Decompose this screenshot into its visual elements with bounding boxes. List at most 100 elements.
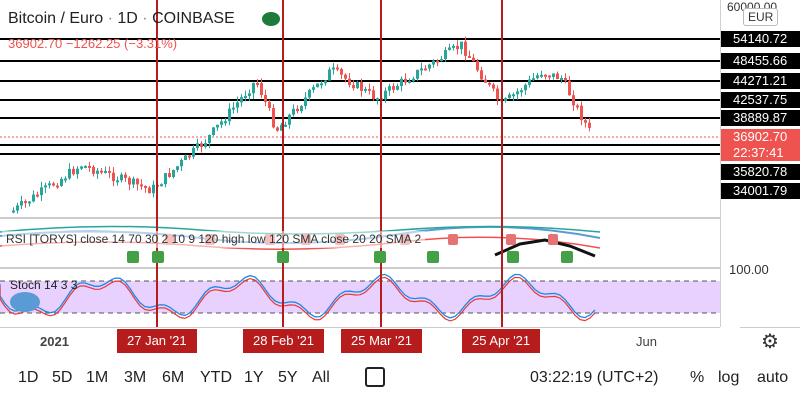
candle-body	[336, 67, 339, 70]
time-marker: 25 Apr '21	[462, 329, 541, 353]
candle-body	[52, 183, 55, 186]
time-label-year: 2021	[40, 334, 69, 349]
eye-icon[interactable]	[262, 12, 280, 26]
candle-body	[112, 172, 115, 182]
candle-body	[316, 83, 319, 88]
chart-area[interactable]: Bitcoin / Euro · 1D · COINBASE 36902.70 …	[0, 0, 720, 327]
symbol-legend: Bitcoin / Euro · 1D · COINBASE	[8, 10, 235, 28]
signal-marker	[427, 251, 439, 263]
candle-body	[188, 155, 191, 158]
bottom-toolbar: 1D 5D 1M 3M 6M YTD 1Y 5Y All 03:22:19 (U…	[0, 355, 800, 400]
range-button-5d[interactable]: 5D	[52, 369, 73, 386]
auto-scale-button[interactable]: auto	[757, 369, 789, 386]
candle-body	[480, 70, 483, 80]
candle-body	[356, 82, 359, 89]
candle-body	[588, 122, 591, 128]
stoch-axis-value: 100.00	[729, 262, 769, 277]
candle-body	[488, 82, 491, 85]
candle-body	[256, 83, 259, 86]
clock-time[interactable]: 03:22:19 (UTC+2)	[530, 369, 659, 386]
range-button-6m[interactable]: 6M	[162, 369, 185, 386]
candle-body	[452, 45, 455, 48]
candle-body	[272, 108, 275, 128]
range-button-1m[interactable]: 1M	[86, 369, 109, 386]
price-axis[interactable]: 60000.00 EUR 54140.72 48455.66 44271.21 …	[720, 0, 800, 327]
stoch-band	[0, 281, 720, 313]
candle-body	[548, 75, 551, 78]
stoch-indicator-label[interactable]: Stoch 14 3 3	[10, 278, 78, 292]
candle-body	[264, 95, 267, 102]
currency-badge[interactable]: EUR	[743, 8, 779, 26]
candle-body	[472, 57, 475, 62]
candle-body	[104, 170, 107, 173]
candle-body	[224, 121, 227, 124]
candle-body	[92, 166, 95, 174]
log-scale-button[interactable]: log	[718, 369, 740, 386]
candle-body	[216, 124, 219, 128]
candle-body	[572, 95, 575, 106]
time-marker: 27 Jan '21	[117, 329, 197, 353]
candle-body	[248, 93, 251, 97]
candle-body	[396, 86, 399, 90]
candle-body	[552, 73, 555, 77]
candle-body	[508, 94, 511, 99]
range-button-3m[interactable]: 3M	[124, 369, 147, 386]
candle-body	[308, 89, 311, 98]
overlay-indicator-label[interactable]: RSI [TORYS] close 14 70 30 2 10 9 120 hi…	[2, 231, 426, 248]
range-button-5y[interactable]: 5Y	[278, 369, 298, 386]
exchange-label: COINBASE	[152, 10, 235, 27]
candle-body	[28, 201, 31, 204]
signal-marker	[152, 251, 164, 263]
legend-separator-2: ·	[142, 10, 148, 27]
price-level-label: 34001.79	[721, 183, 800, 199]
range-button-ytd[interactable]: YTD	[200, 369, 232, 386]
candle-body	[348, 78, 351, 86]
candle-body	[556, 73, 559, 80]
candle-body	[16, 205, 19, 211]
candle-body	[568, 80, 571, 96]
candle-body	[44, 185, 47, 188]
candle-body	[412, 78, 415, 82]
candle-body	[76, 168, 79, 175]
candle-body	[56, 185, 59, 188]
candle-body	[476, 61, 479, 71]
symbol-name: Bitcoin / Euro	[8, 10, 104, 27]
candle-body	[352, 85, 355, 89]
candle-body	[12, 210, 15, 213]
candle-body	[252, 83, 255, 94]
candle-body	[204, 143, 207, 147]
time-label-jun: Jun	[636, 334, 657, 349]
signal-marker	[561, 251, 573, 263]
candle-body	[172, 169, 175, 177]
candle-body	[36, 194, 39, 197]
candle-body	[184, 155, 187, 161]
candle-body	[532, 78, 535, 81]
candle-body	[124, 174, 127, 178]
candle-body	[576, 105, 579, 108]
range-button-1d[interactable]: 1D	[18, 369, 39, 386]
candle-body	[460, 41, 463, 50]
candle-body	[280, 124, 283, 131]
candle-body	[208, 134, 211, 144]
gear-icon[interactable]: ⚙	[740, 327, 800, 355]
time-axis[interactable]: 2021 Jun 27 Jan '21 28 Feb '21 25 Mar '2…	[0, 327, 720, 355]
signal-marker	[277, 251, 289, 263]
candle-body	[428, 64, 431, 69]
candle-body	[468, 55, 471, 58]
candle-body	[72, 168, 75, 175]
signal-marker	[506, 234, 516, 245]
candle-body	[300, 106, 303, 112]
candle-body	[292, 108, 295, 115]
price-chart[interactable]	[0, 0, 720, 327]
candle-body	[220, 121, 223, 125]
price-level-label: 42537.75	[721, 92, 800, 108]
cloud-icon[interactable]	[10, 292, 40, 312]
range-button-all[interactable]: All	[312, 369, 330, 386]
candle-body	[340, 69, 343, 75]
percent-scale-button[interactable]: %	[690, 369, 705, 386]
range-button-1y[interactable]: 1Y	[244, 369, 264, 386]
compare-icon[interactable]	[365, 367, 385, 387]
candle-body	[196, 143, 199, 148]
candle-body	[152, 184, 155, 194]
candle-body	[312, 87, 315, 90]
